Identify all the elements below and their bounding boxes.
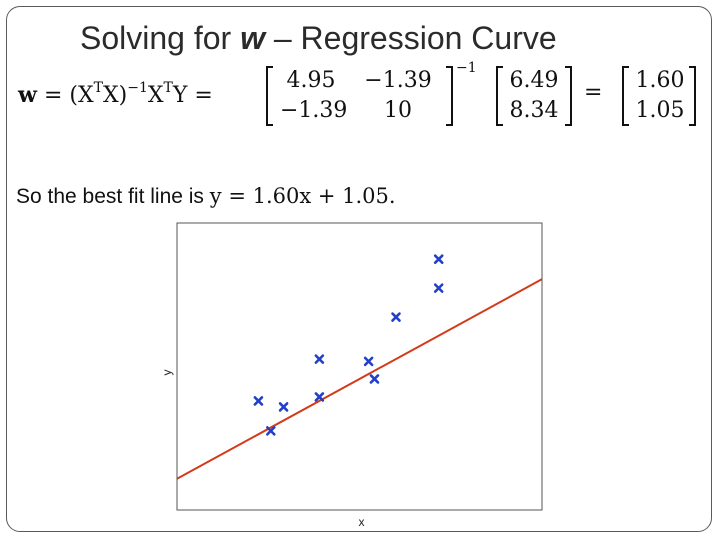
transpose-superscript: T	[163, 80, 173, 96]
matrix-a-cell: −1.39	[364, 68, 432, 93]
vector-b-cell: 6.49	[509, 68, 559, 93]
vector-b-cell: 8.34	[509, 98, 559, 123]
data-point	[314, 392, 325, 402]
data-point	[433, 254, 444, 264]
data-point	[314, 354, 325, 364]
scatter-plot-svg: x y	[160, 222, 543, 529]
title-variable: w	[240, 20, 265, 56]
vector-b-right-bracket	[565, 66, 572, 126]
equation-part: = (X	[36, 83, 94, 108]
matrix-a-cell: 10	[384, 98, 412, 123]
equation-part: Y =	[172, 83, 213, 108]
matrix-a-cell: −1.39	[280, 98, 348, 123]
w-vector-symbol: w	[18, 82, 37, 108]
vector-w-left-bracket	[622, 66, 629, 126]
data-point	[433, 283, 444, 293]
plot-marks	[177, 254, 542, 480]
y-axis-label: y	[160, 370, 174, 376]
equation-lhs: w = (XTX)−1XTY =	[18, 80, 213, 108]
equation-part: X	[147, 83, 164, 108]
data-point	[369, 374, 380, 384]
data-point	[253, 396, 264, 406]
regression-plot: x y	[160, 218, 560, 535]
best-fit-formula: y = 1.60x + 1.05.	[209, 184, 396, 208]
transpose-superscript: T	[93, 80, 103, 96]
title-prefix: Solving for	[80, 20, 241, 56]
best-fit-text: So the best fit line is	[16, 185, 210, 208]
equals-sign: =	[584, 80, 603, 105]
inverse-superscript: −1	[456, 60, 477, 76]
data-point	[363, 356, 374, 367]
data-point	[278, 402, 289, 412]
equation-part: X)	[102, 83, 128, 108]
vector-w-cell: 1.05	[635, 98, 685, 123]
slide-frame	[6, 6, 712, 532]
data-point	[266, 426, 276, 436]
slide-title: Solving for w – Regression Curve	[80, 20, 557, 57]
best-fit-statement: So the best fit line is y = 1.60x + 1.05…	[16, 184, 396, 209]
matrix-a-cell: 4.95	[286, 68, 336, 93]
data-point	[391, 312, 401, 322]
vector-w-right-bracket	[689, 66, 696, 126]
matrix-a-right-bracket	[446, 66, 453, 126]
vector-w-cell: 1.60	[635, 68, 685, 93]
plot-area	[176, 222, 543, 511]
x-axis-label: x	[359, 515, 365, 529]
matrix-a-left-bracket	[266, 66, 273, 126]
vector-b-left-bracket	[496, 66, 503, 126]
best-fit-line	[177, 278, 542, 480]
inverse-superscript: −1	[127, 80, 148, 96]
title-suffix: – Regression Curve	[264, 20, 557, 56]
